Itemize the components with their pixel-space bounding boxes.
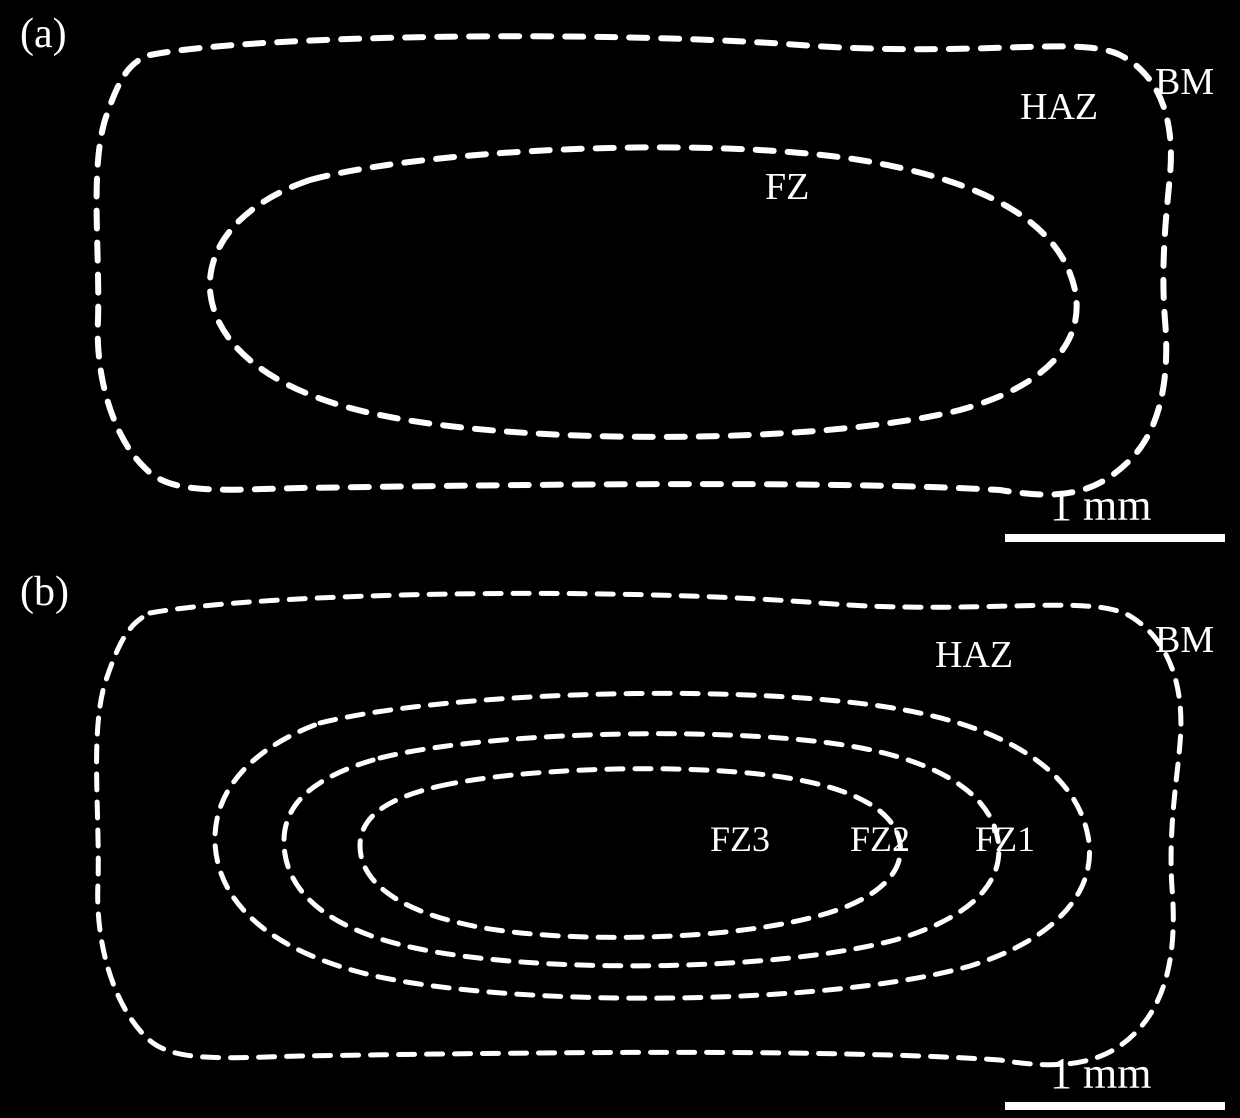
panel-b-haz-label: HAZ <box>935 633 1013 677</box>
panel-a-svg: 1 mm <box>0 0 1240 550</box>
panel-a-outer-boundary <box>97 36 1171 494</box>
panel-b-label: (b) <box>20 568 69 616</box>
panel-b-bm-label: BM <box>1155 618 1214 662</box>
panel-b-fz1-label: FZ1 <box>975 818 1035 860</box>
panel-b-fz3-label: FZ3 <box>710 818 770 860</box>
panel-a: 1 mm (a) BM HAZ FZ <box>0 0 1240 550</box>
panel-b-svg: 1 mm <box>0 558 1240 1118</box>
panel-b-scale-text: 1 mm <box>1050 1049 1151 1098</box>
panel-b-fz1-boundary <box>215 693 1090 998</box>
panel-b: 1 mm (b) BM HAZ FZ3 FZ2 FZ1 <box>0 558 1240 1118</box>
panel-a-inner-boundary <box>210 147 1077 437</box>
panel-a-haz-label: HAZ <box>1020 85 1098 129</box>
panel-b-fz2-label: FZ2 <box>850 818 910 860</box>
panel-a-bm-label: BM <box>1155 60 1214 104</box>
panel-b-fz3-boundary <box>360 769 900 938</box>
panel-a-fz-label: FZ <box>765 165 809 209</box>
panel-a-label: (a) <box>20 10 67 58</box>
panel-a-scale-text: 1 mm <box>1050 481 1151 530</box>
